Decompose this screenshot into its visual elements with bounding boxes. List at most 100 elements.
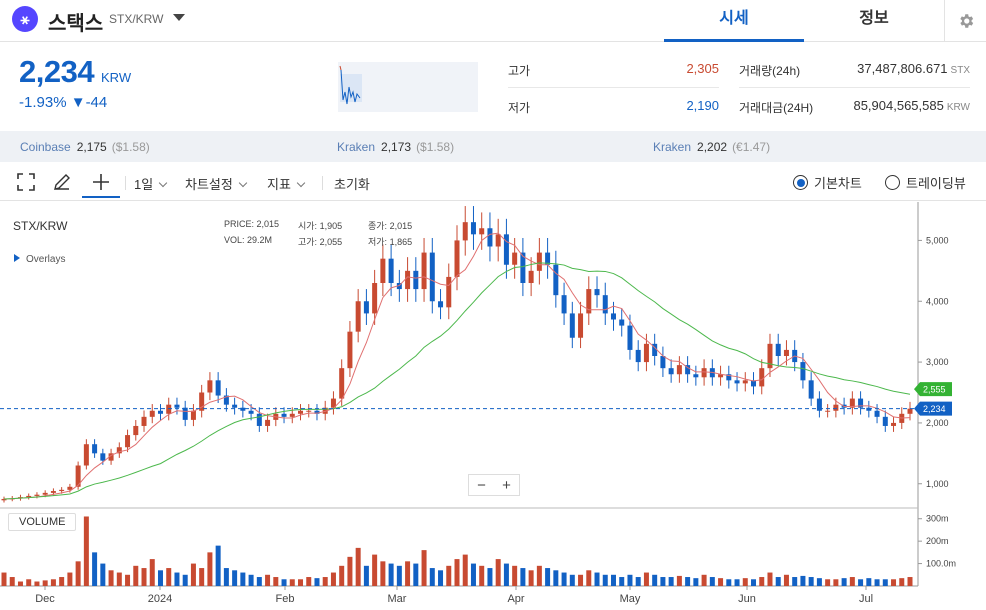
candle-body	[610, 313, 616, 320]
volume-bar	[396, 565, 402, 586]
volume-bar	[363, 565, 369, 586]
volume-bar	[668, 577, 674, 586]
amount-number: 85,904,565,585	[853, 98, 944, 113]
price-chart[interactable]: 5,000 4,000 3,000 2,000 1,000 300m 200m 100.0m 2…	[0, 202, 986, 610]
exchange-item[interactable]: Kraken 2,173 ($1.58)	[337, 140, 454, 154]
tab-quote[interactable]: 시세	[664, 0, 804, 42]
indicators-dropdown[interactable]: 지표	[267, 174, 306, 193]
volume-bar	[849, 577, 855, 586]
volume-bar	[1, 572, 7, 586]
volume-bar	[50, 579, 56, 586]
volume-bar	[808, 577, 814, 586]
candle-body	[462, 222, 468, 241]
radio-tradingview-label: 트레이딩뷰	[906, 176, 966, 191]
candle-body	[322, 407, 328, 414]
volume-bar	[751, 579, 757, 586]
stacks-logo-icon: ⚹	[12, 6, 38, 32]
radio-checked-icon	[793, 175, 808, 190]
candle-body	[59, 489, 65, 492]
volume-number: 37,487,806.671	[857, 61, 948, 76]
last-price-badge	[914, 401, 952, 416]
overlays-toggle[interactable]: Overlays	[14, 254, 65, 265]
divider	[508, 87, 719, 88]
candle-body	[487, 228, 493, 247]
volume-bar	[734, 579, 740, 586]
candle-body	[199, 392, 205, 411]
ma-price-badge-text: 2,555	[923, 385, 946, 395]
volume-bar	[660, 577, 666, 586]
candle-body	[734, 380, 740, 384]
gear-icon[interactable]	[944, 0, 986, 42]
candle-body	[676, 365, 682, 375]
ohlc-value: 29.2M	[247, 235, 273, 245]
volume-bar	[907, 577, 913, 586]
volume-bar	[685, 577, 691, 586]
amount-unit: KRW	[946, 102, 970, 113]
candle-body	[232, 404, 238, 408]
overlays-label: Overlays	[26, 254, 66, 265]
candle-body	[825, 410, 831, 412]
divider	[739, 87, 970, 88]
x-tick-label: Jul	[859, 593, 873, 605]
ohlc-value: 1,905	[319, 221, 343, 231]
volume-bar	[380, 561, 386, 586]
volume-bar	[215, 545, 221, 586]
volume-bar	[800, 575, 806, 586]
candle-body	[701, 368, 707, 378]
volume-bar	[545, 568, 551, 586]
pair-label[interactable]: STX/KRW	[109, 12, 164, 26]
crosshair-icon[interactable]	[82, 167, 120, 198]
chart-settings-dropdown[interactable]: 차트설정	[185, 174, 248, 193]
volume-bar	[92, 552, 98, 586]
volume-bar	[108, 570, 114, 586]
exchange-item[interactable]: Kraken 2,202 (€1.47)	[653, 140, 770, 154]
x-tick-label: 2024	[148, 593, 172, 605]
divider	[322, 176, 323, 190]
reset-button[interactable]: 초기화	[334, 177, 370, 192]
ohlc-low: 저가: 1,865	[368, 235, 412, 248]
exchange-name: Coinbase	[20, 140, 71, 154]
exchange-usd: ($1.58)	[416, 140, 455, 154]
ohlc-value: 2,015	[256, 219, 280, 229]
volume-bar	[372, 554, 378, 586]
candle-body	[726, 374, 732, 381]
candle-body	[50, 491, 56, 493]
candle-body	[190, 410, 196, 420]
exchange-item[interactable]: Coinbase 2,175 ($1.58)	[20, 140, 150, 154]
candle-body	[256, 413, 262, 426]
volume-bar	[866, 578, 872, 586]
volume-bar	[83, 516, 89, 586]
radio-basic-chart[interactable]: 기본차트	[793, 173, 862, 192]
candle-body	[363, 301, 369, 314]
change-pct: -1.93%	[19, 94, 67, 111]
candle-body	[808, 380, 814, 399]
caret-down-icon[interactable]	[173, 14, 185, 21]
radio-tradingview[interactable]: 트레이딩뷰	[885, 173, 966, 192]
pencil-icon[interactable]	[50, 170, 74, 194]
candle-body	[298, 410, 304, 414]
chart-svg[interactable]: 5,000 4,000 3,000 2,000 1,000 300m 200m 100.0m 2…	[0, 202, 986, 610]
tab-info[interactable]: 정보	[859, 10, 889, 27]
volume-bar	[487, 568, 493, 586]
candle-body	[660, 356, 666, 369]
zoom-in-button[interactable]: +	[502, 476, 511, 494]
volume-bar	[520, 568, 526, 586]
volume-bar	[429, 568, 435, 586]
candle-body	[281, 413, 287, 417]
candle-body	[619, 319, 625, 326]
zoom-out-button[interactable]: −	[477, 476, 486, 494]
interval-dropdown[interactable]: 1일	[134, 174, 168, 193]
ohlc-label: 저가:	[368, 237, 388, 247]
ohlc-high: 고가: 2,055	[298, 235, 342, 248]
volume-bar	[322, 577, 328, 586]
fullscreen-icon[interactable]	[14, 170, 38, 194]
volume-bar	[388, 563, 394, 586]
ohlc-open: 시가: 1,905	[298, 219, 342, 232]
volume-bar	[693, 578, 699, 586]
volume-bar	[610, 574, 616, 586]
volume-bar	[775, 577, 781, 586]
volume-bar	[676, 575, 682, 586]
candle-body	[742, 380, 748, 384]
coin-name[interactable]: 스택스	[48, 13, 104, 35]
candle-body	[405, 270, 411, 290]
